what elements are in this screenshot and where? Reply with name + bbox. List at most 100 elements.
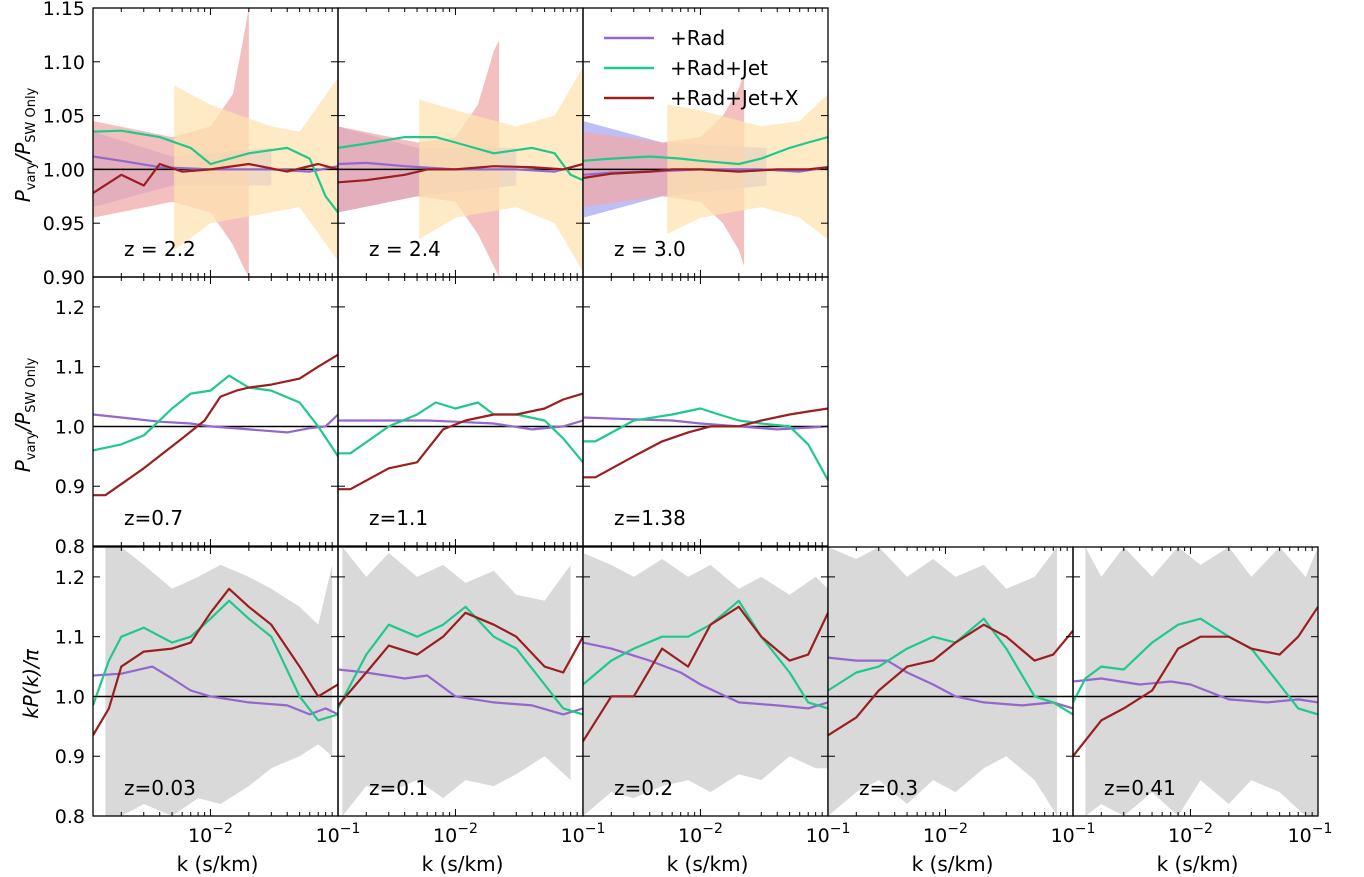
legend-label: +Rad+Jet: [670, 56, 768, 80]
error-band-grey: [342, 547, 571, 816]
x-tick-label: 10−2: [188, 821, 233, 847]
panel-z-1.1: z=1.1: [337, 276, 584, 547]
x-tick-label: 10−1: [1288, 821, 1333, 847]
tick-marks: [93, 547, 339, 817]
panel-label: z = 3.0: [614, 237, 686, 261]
x-axis-label: k (s/km): [177, 852, 259, 876]
y-tick-label: 1.15: [43, 0, 85, 20]
y-tick-label: 1.2: [55, 567, 85, 589]
ylabel-ratio-row1: Pvary/PSW Only: [11, 87, 39, 202]
panel-z-2.4: z = 2.4: [337, 7, 584, 278]
series-line-radjetx: [583, 166, 828, 180]
y-tick-label: 0.90: [43, 267, 85, 289]
series-line-radjet: [93, 599, 338, 722]
ylabel-kp: kP(k)/π: [19, 648, 43, 719]
panel-label: z=0.1: [369, 776, 428, 800]
plot-area: [338, 40, 583, 277]
tick-marks: [93, 277, 339, 547]
panel-label: z=0.3: [859, 776, 918, 800]
legend-label: +Rad: [670, 26, 725, 50]
error-band-grey: [1085, 547, 1318, 816]
series-line-rad: [338, 668, 583, 716]
panels-layer: 0.90 0.95 1.00 1.05 1.10 1.15 z = 2.2 z = 2.4 z …: [43, 0, 1333, 847]
panel-z-0.41: 10−1 10−2 10−1 z=0.41: [1051, 546, 1333, 847]
tick-marks: [93, 7, 339, 278]
series-line-radjetx: [583, 605, 828, 742]
x-axis-label: k (s/km): [667, 852, 749, 876]
panel-z-0.1: 10−1 10−2z=0.1: [316, 546, 584, 847]
y-tick-label: 1.0: [55, 416, 85, 438]
series-line-radjet: [93, 129, 338, 214]
y-tick-label: 1.10: [43, 52, 85, 74]
series-line-radjetx: [338, 611, 583, 707]
panel-label: z = 2.2: [124, 237, 196, 261]
plot-area: [93, 353, 338, 497]
series-line-radjet: [338, 605, 583, 716]
series-line-radjetx: [1073, 606, 1318, 757]
panel-label: z=0.2: [614, 776, 673, 800]
series-line-radjet: [583, 136, 828, 166]
panel-z-0.3: 10−1 10−2z=0.3: [806, 546, 1074, 847]
y-tick-label: 1.1: [55, 357, 85, 379]
y-tick-label: 0.9: [55, 746, 85, 768]
legend: +Rad +Rad+Jet +Rad+Jet+X: [604, 26, 799, 110]
y-tick-label: 1.1: [55, 627, 85, 649]
tick-marks: [1073, 547, 1319, 817]
series-line-rad: [1073, 677, 1318, 704]
panel-label: z = 2.4: [369, 237, 441, 261]
x-tick-label: 10−1: [806, 821, 851, 847]
panel-label: z=0.7: [124, 506, 183, 530]
panel-z-3.0: z = 3.0: [582, 7, 829, 278]
series-line-radjet: [1073, 617, 1318, 716]
series-line-radjetx: [93, 162, 338, 195]
panel-z-1.38: z=1.38: [582, 276, 829, 547]
xlabels-layer: k (s/km) k (s/km) k (s/km) k (s/km) k (s/km): [177, 852, 1239, 876]
tick-marks: [583, 547, 829, 817]
plot-area: [828, 547, 1073, 816]
panel-label: z=0.41: [1104, 776, 1176, 800]
x-tick-label: 10−2: [923, 821, 968, 847]
series-line-radjet: [93, 374, 338, 457]
legend-label: +Rad+Jet+X: [670, 86, 799, 110]
plot-area: [338, 392, 583, 491]
error-band-red: [338, 40, 500, 277]
tick-marks: [338, 7, 584, 278]
series-line-radjet: [583, 407, 828, 481]
error-band-grey: [828, 547, 1058, 816]
plot-area: [583, 407, 828, 481]
ylabel-ratio-row2: Pvary/PSW Only: [11, 357, 39, 472]
series-line-rad: [828, 656, 1073, 710]
x-axis-label: k (s/km): [422, 852, 504, 876]
plot-area: [93, 8, 338, 277]
plot-area: [583, 72, 828, 267]
panel-label: z=1.1: [369, 506, 428, 530]
x-tick-label: 10−2: [1168, 821, 1213, 847]
y-tick-label: 0.9: [55, 476, 85, 498]
x-axis-label: k (s/km): [912, 852, 994, 876]
series-line-rad: [93, 665, 338, 716]
series-line-radjet: [338, 136, 583, 182]
y-tick-label: 0.95: [43, 213, 85, 235]
error-band-grey: [105, 547, 333, 816]
panel-z-0.2: 10−1 10−2z=0.2: [561, 546, 829, 847]
tick-marks: [583, 277, 829, 547]
x-tick-label: 10−2: [678, 821, 723, 847]
x-tick-label: 10−1: [561, 821, 606, 847]
series-line-radjetx: [583, 407, 828, 479]
panel-frame: [582, 276, 829, 547]
series-line-rad: [93, 413, 338, 434]
panel-z-0.03: 0.8 0.9 1.0 1.1 1.2 10−2 z=0.03: [55, 546, 339, 847]
series-line-radjet: [338, 401, 583, 464]
panel-label: z=1.38: [614, 506, 686, 530]
plot-area: [1073, 547, 1318, 816]
y-tick-label: 0.8: [55, 536, 85, 558]
panel-z-0.7: 0.8 0.9 1.0 1.1 1.2 z=0.7: [55, 276, 339, 558]
y-tick-label: 1.2: [55, 297, 85, 319]
x-tick-label: 10−2: [433, 821, 478, 847]
y-tick-label: 1.00: [43, 159, 85, 181]
x-tick-label: 10−1: [1051, 821, 1096, 847]
x-tick-label: 10−1: [316, 821, 361, 847]
error-band-orange: [667, 94, 828, 240]
y-tick-label: 1.05: [43, 106, 85, 128]
